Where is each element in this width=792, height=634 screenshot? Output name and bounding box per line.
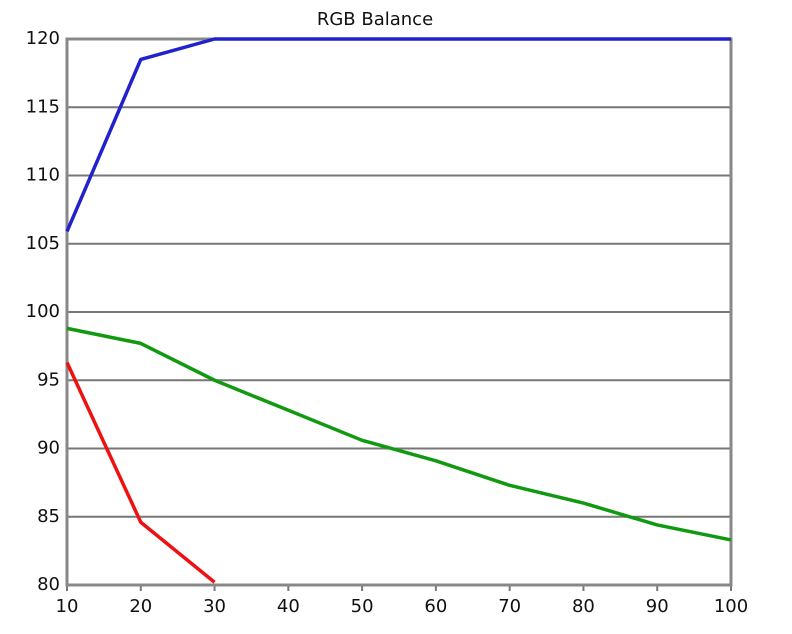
series-line	[65, 361, 216, 584]
y-tick-label: 105	[26, 233, 60, 254]
x-tick-label: 10	[56, 596, 79, 617]
y-tick-label: 120	[26, 28, 60, 49]
y-tick-label: 95	[37, 369, 60, 390]
x-tick-label: 40	[277, 596, 300, 617]
y-tick-label: 85	[37, 506, 60, 527]
x-tick-label: 70	[498, 596, 521, 617]
x-tick-label: 50	[351, 596, 374, 617]
y-tick-label: 110	[26, 165, 60, 186]
chart-title: RGB Balance	[317, 9, 433, 30]
x-tick-label: 60	[424, 596, 447, 617]
y-tick-label: 115	[26, 96, 60, 117]
y-tick-label: 90	[37, 438, 60, 459]
y-tick-label: 100	[26, 301, 60, 322]
x-tick-label: 90	[646, 596, 669, 617]
x-tick-label: 30	[203, 596, 226, 617]
series-line	[65, 37, 731, 233]
y-tick-label: 80	[37, 574, 60, 595]
x-tick-label: 20	[129, 596, 152, 617]
x-tick-label: 80	[572, 596, 595, 617]
x-tick-label: 100	[714, 596, 748, 617]
series-line	[66, 326, 732, 542]
